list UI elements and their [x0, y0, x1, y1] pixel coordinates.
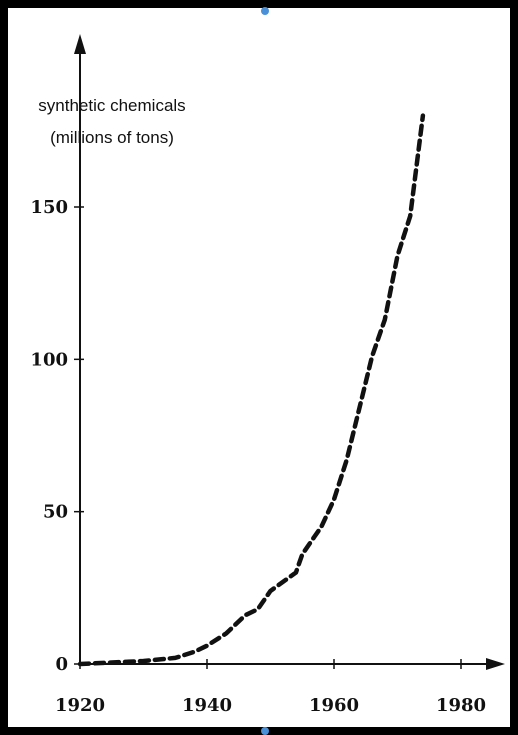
y-axis-title: synthetic chemicals (millions of tons) [38, 96, 185, 147]
y-tick-label: 100 [30, 349, 68, 370]
x-tick-label: 1920 [55, 695, 105, 716]
y-tick-label: 150 [30, 197, 68, 218]
x-tick-label: 1960 [309, 695, 359, 716]
axes [74, 34, 505, 670]
y-axis-arrow [74, 34, 86, 54]
y-tick-label: 0 [55, 654, 68, 675]
y-axis-title-line-2: (millions of tons) [50, 128, 174, 147]
x-tick-label: 1980 [436, 695, 486, 716]
y-tick-label: 50 [43, 502, 68, 523]
decorative-dot [261, 7, 269, 15]
x-tick-label: 1940 [182, 695, 232, 716]
ticks: 1920 1940 1960 1980 0 50 100 150 [30, 197, 486, 716]
decorative-dots [261, 7, 269, 735]
y-axis-title-line-1: synthetic chemicals [38, 96, 185, 115]
series-line [77, 113, 426, 667]
x-axis-arrow [486, 658, 505, 670]
decorative-dot [261, 727, 269, 735]
plot-area [77, 113, 426, 667]
